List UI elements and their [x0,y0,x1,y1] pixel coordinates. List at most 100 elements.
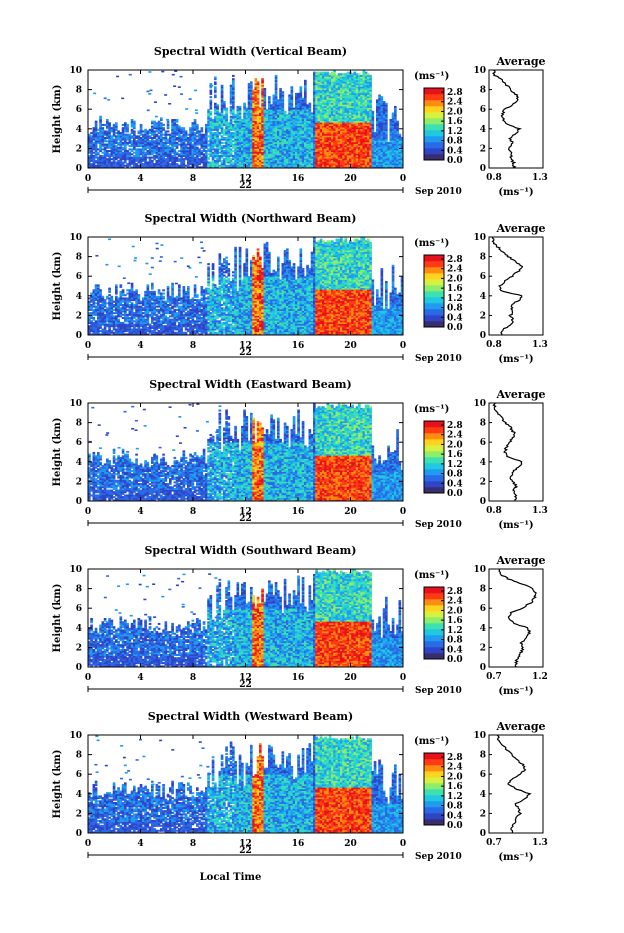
heatmap-cell [160,146,163,149]
heatmap-cell [331,156,334,159]
heatmap-cell [223,128,226,131]
heatmap-cell [385,125,388,128]
heatmap-cell [358,154,361,157]
heatmap-cell [340,78,343,81]
heatmap-cell [346,92,350,95]
heatmap-cell [295,119,298,122]
heatmap-cell [371,140,375,143]
heatmap-cell [211,161,215,164]
heatmap-cell [274,151,278,154]
heatmap-cell [299,148,303,151]
heatmap-cell [153,163,156,166]
heatmap-cell [223,120,226,123]
heatmap-cell [301,110,305,113]
heatmap-cell [358,151,361,154]
heatmap-cell [124,159,127,162]
heatmap-cell [326,158,330,161]
heatmap-cell [358,73,361,76]
heatmap-cell [270,161,273,164]
heatmap-cell [344,110,348,113]
heatmap-cell [279,136,282,139]
heatmap-cell [306,123,309,126]
heatmap-cell [290,140,294,143]
heatmap-cell [144,132,147,135]
heatmap-cell [254,107,258,110]
heatmap-cell [169,163,172,166]
heatmap-cell [333,115,336,118]
heatmap-cell [351,81,354,84]
heatmap-cell [385,112,388,115]
heatmap-cell [151,153,154,156]
heatmap-cell [313,115,316,118]
heatmap-cell [144,141,147,144]
heatmap-cell [254,94,258,97]
heatmap-cell [261,136,264,139]
heatmap-cell [265,151,269,154]
heatmap-cell [164,150,168,153]
heatmap-cell [157,158,161,161]
heatmap-cell [360,92,363,95]
heatmap-cell [277,153,280,156]
heatmap-cell [265,122,269,125]
heatmap-cell [97,132,100,135]
heatmap-cell [148,159,152,162]
heatmap-cell [373,163,377,166]
heatmap-cell [382,105,386,108]
heatmap-cell [313,99,316,102]
heatmap-cell [299,146,303,149]
heatmap-cell [227,164,231,167]
heatmap-cell [378,117,381,120]
heatmap-cell [290,104,294,107]
heatmap-cell [335,74,339,77]
heatmap-cell [353,127,357,130]
heatmap-cell [304,84,307,87]
heatmap-cell [216,141,219,144]
heatmap-cell [245,119,249,122]
heatmap-cell [227,158,231,161]
heatmap-cell [225,141,228,144]
heatmap-cell [362,135,366,138]
heatmap-cell [274,115,278,118]
heatmap-cell [254,110,258,113]
heatmap-cell [342,101,345,104]
heatmap-cell [180,166,183,168]
heatmap-cell [247,154,251,157]
heatmap-cell [191,145,195,148]
heatmap-cell [94,127,98,130]
heatmap-cell [364,117,368,120]
heatmap-cell [335,122,339,125]
heatmap-cell [146,166,150,168]
heatmap-cell [92,164,96,167]
heatmap-cell [247,150,251,153]
heatmap-cell [328,151,332,154]
heatmap-cell [209,107,213,110]
heatmap-cell [171,159,174,162]
heatmap-cell [385,161,388,164]
heatmap-cell [364,166,368,168]
heatmap-cell [103,133,107,136]
heatmap-cell [103,148,107,151]
heatmap-cell [216,146,219,149]
heatmap-cell [362,102,366,105]
heatmap-cell [301,117,305,120]
heatmap-cell [382,166,386,168]
heatmap-cell [281,125,285,128]
heatmap-cell [117,159,120,162]
heatmap-cell [277,127,280,130]
heatmap-cell [227,138,231,141]
heatmap-cell [263,105,267,108]
heatmap-cell [331,114,334,117]
heatmap-cell [92,158,96,161]
heatmap-cell [173,150,177,153]
heatmap-cell [315,104,318,107]
heatmap-cell [360,146,363,149]
heatmap-cell [270,145,273,148]
heatmap-cell [385,114,388,117]
heatmap-cell [349,119,352,122]
heatmap-cell [292,128,296,131]
heatmap-cell [358,84,361,87]
heatmap-cell [367,83,370,86]
heatmap-cell [259,130,262,133]
heatmap-cell [313,130,316,133]
heatmap-cell [313,89,316,92]
